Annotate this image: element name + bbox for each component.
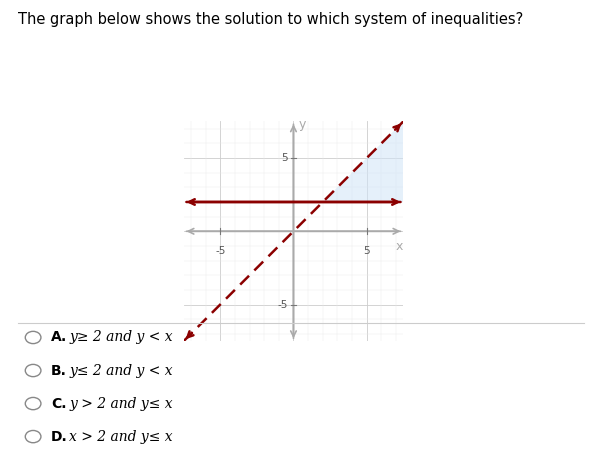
Text: -5: -5 — [215, 246, 225, 256]
Text: y≥ 2 and y < x: y≥ 2 and y < x — [69, 330, 173, 345]
Text: x > 2 and y≤ x: x > 2 and y≤ x — [69, 430, 173, 444]
Text: B.: B. — [51, 363, 67, 378]
Text: D.: D. — [51, 430, 68, 444]
Text: x: x — [396, 240, 403, 253]
Text: A.: A. — [51, 330, 67, 345]
Text: y: y — [299, 118, 306, 131]
Text: -5: -5 — [278, 300, 288, 310]
Polygon shape — [323, 121, 403, 202]
Text: y > 2 and y≤ x: y > 2 and y≤ x — [69, 396, 173, 411]
Text: y≤ 2 and y < x: y≤ 2 and y < x — [69, 363, 173, 378]
Text: C.: C. — [51, 396, 67, 411]
Text: 5: 5 — [364, 246, 370, 256]
Text: 5: 5 — [281, 153, 288, 163]
Text: The graph below shows the solution to which system of inequalities?: The graph below shows the solution to wh… — [18, 12, 523, 27]
